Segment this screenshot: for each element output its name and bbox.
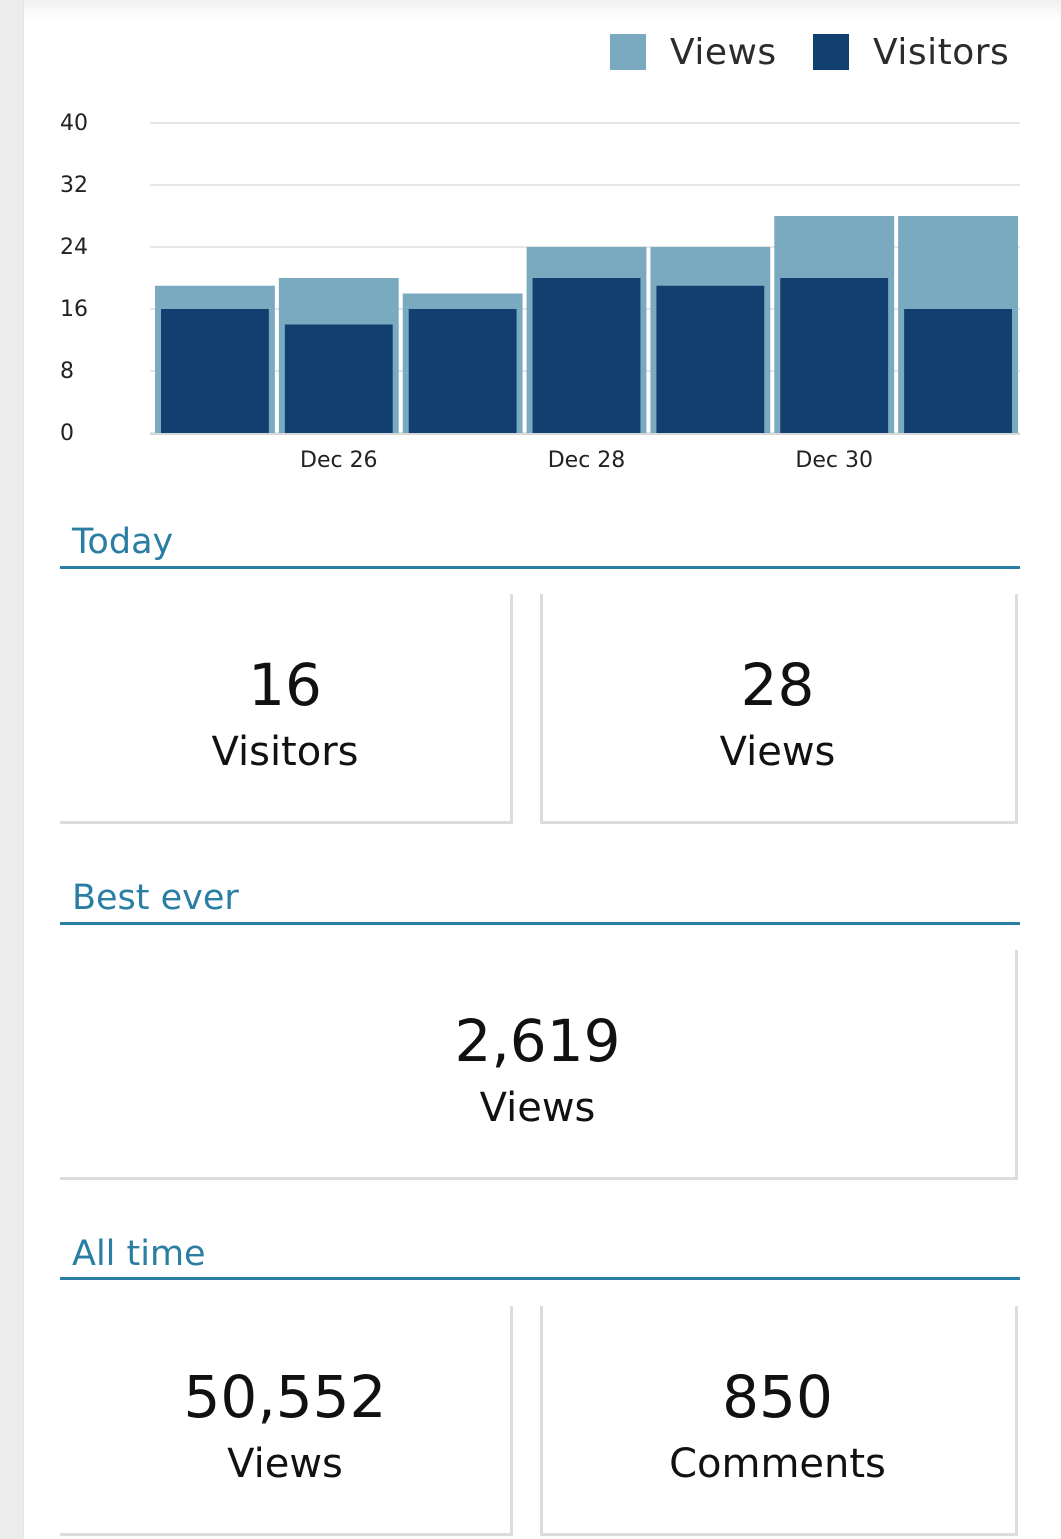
section-rule-all-time: [60, 1277, 1020, 1280]
section-title-all-time: All time: [72, 1234, 206, 1274]
x-tick-label: Dec 26: [300, 448, 378, 473]
bar-visitors: [408, 309, 517, 433]
y-tick-label: 0: [60, 421, 74, 446]
y-tick-label: 24: [60, 235, 88, 260]
bar-visitors: [780, 278, 889, 433]
y-tick-label: 16: [60, 297, 88, 322]
y-tick-label: 40: [60, 111, 88, 136]
stat-value: 28: [740, 651, 815, 719]
x-tick-label: Dec 28: [548, 448, 626, 473]
stat-best-ever-views[interactable]: 2,619 Views: [60, 950, 1018, 1180]
stat-label: Views: [719, 729, 836, 775]
section-rule-best-ever: [60, 922, 1020, 925]
y-tick-label: 32: [60, 173, 88, 198]
stat-all-time-views[interactable]: 50,552 Views: [60, 1306, 513, 1536]
bar-visitors: [161, 309, 269, 433]
stat-value: 16: [248, 651, 322, 719]
section-title-today: Today: [72, 522, 174, 562]
legend-swatch-views: [610, 34, 646, 70]
stat-label: Views: [479, 1085, 596, 1131]
bar-visitors: [532, 278, 641, 433]
divider: [1015, 950, 1018, 1180]
legend-item-views[interactable]: Views: [610, 28, 777, 76]
stat-label: Views: [227, 1441, 343, 1487]
bar-visitors: [284, 324, 393, 433]
legend-label-visitors: Visitors: [873, 31, 1010, 73]
stat-label: Comments: [669, 1441, 886, 1487]
bar-visitors: [904, 309, 1012, 433]
stat-all-time-comments[interactable]: 850 Comments: [540, 1306, 1018, 1536]
legend-label-views: Views: [670, 31, 777, 73]
stats-card: Views Visitors 0 8 16 24 32 40 Dec 26 Dec 28 Dec…: [24, 0, 1061, 1539]
y-tick-label: 8: [60, 359, 74, 384]
stat-today-visitors[interactable]: 16 Visitors: [60, 594, 513, 824]
top-shadow: [24, 0, 1061, 20]
stat-label: Visitors: [211, 729, 359, 775]
x-tick-label: Dec 30: [795, 448, 873, 473]
section-title-best-ever: Best ever: [72, 878, 239, 918]
divider: [540, 1306, 543, 1536]
stat-value: 850: [722, 1363, 833, 1431]
section-rule-today: [60, 566, 1020, 569]
divider: [540, 594, 543, 824]
stat-value: 2,619: [454, 1007, 621, 1075]
chart-legend: Views Visitors: [24, 28, 1061, 76]
legend-swatch-visitors: [813, 34, 849, 70]
legend-item-visitors[interactable]: Visitors: [813, 28, 1009, 76]
stat-value: 50,552: [183, 1363, 387, 1431]
bar-visitors: [656, 285, 765, 433]
stat-today-views[interactable]: 28 Views: [540, 594, 1018, 824]
views-visitors-bar-chart[interactable]: 0 8 16 24 32 40 Dec 26 Dec 28 Dec 30: [24, 90, 1061, 490]
